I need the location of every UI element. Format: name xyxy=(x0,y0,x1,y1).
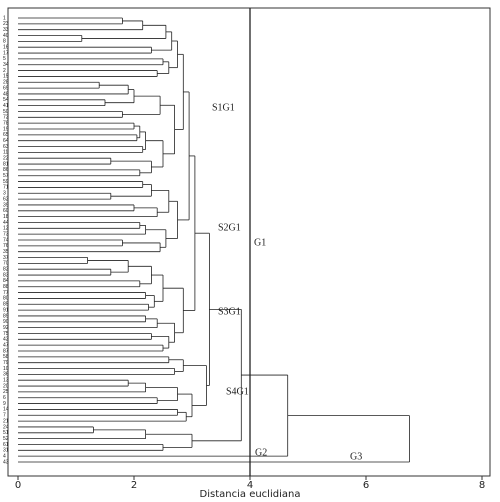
leaf-label: 62 xyxy=(3,196,9,202)
leaf-label: 70 xyxy=(3,261,9,267)
leaf-label: 11 xyxy=(3,150,8,156)
leaf-label: 87 xyxy=(3,348,9,354)
leaf-label: 21 xyxy=(3,418,9,424)
leaf-label: 58 xyxy=(3,354,9,360)
leaf-label: 51 xyxy=(3,430,9,436)
leaf-label: 31 xyxy=(3,448,9,454)
leaf-label: 22 xyxy=(3,156,9,162)
leaf-label: 34 xyxy=(3,62,9,68)
leaf-label: 7 xyxy=(3,413,6,419)
leaf-label: 72 xyxy=(3,115,9,121)
x-tick-label: 4 xyxy=(247,480,253,491)
leaf-label: 16 xyxy=(3,45,9,51)
x-tick-label: 0 xyxy=(15,480,21,491)
leaf-label: 80 xyxy=(3,296,9,302)
leaf-label: 50 xyxy=(3,109,9,115)
leaf-label: 92 xyxy=(3,325,9,331)
leaf-label: 42 xyxy=(3,337,9,343)
leaf-label: 64 xyxy=(3,138,9,144)
frame xyxy=(7,7,491,477)
leaf-label: 75 xyxy=(3,331,9,337)
leaf-label: 19 xyxy=(3,126,9,132)
leaf-label: 5 xyxy=(3,56,6,62)
leaf-label: 28 xyxy=(3,80,9,86)
leaf-label: 6 xyxy=(3,395,6,401)
leaf-label: 82 xyxy=(3,267,9,273)
leaf-label: 41 xyxy=(3,103,9,109)
group-label: G2 xyxy=(255,447,267,458)
leaf-label: 1 xyxy=(3,15,6,21)
leaf-label: 39 xyxy=(3,202,9,208)
leaf-label: 47 xyxy=(3,342,9,348)
x-axis-label: Distancia euclidiana xyxy=(200,489,301,500)
leaf-label: 4 xyxy=(3,453,6,459)
leaf-label: 23 xyxy=(3,21,9,27)
leaf-label: 33 xyxy=(3,27,9,33)
leaf-label: 69 xyxy=(3,85,9,91)
leaf-label: 12 xyxy=(3,226,9,232)
leaf-label: 84 xyxy=(3,278,9,284)
leaf-label: 89 xyxy=(3,313,9,319)
group-label: G3 xyxy=(350,451,362,462)
leaf-label: 63 xyxy=(3,144,9,150)
leaf-label: 3 xyxy=(3,191,6,197)
leaf-label: 57 xyxy=(3,173,9,179)
leaf-label: 59 xyxy=(3,179,9,185)
leaf-label: 20 xyxy=(3,383,9,389)
leaf-label: 36 xyxy=(3,372,9,378)
leaf-label: 15 xyxy=(3,74,9,80)
leaf-label: 44 xyxy=(3,220,9,226)
x-tick-label: 2 xyxy=(131,480,137,491)
leaf-label: 52 xyxy=(3,436,9,442)
leaf-label: 86 xyxy=(3,167,9,173)
leaf-label: 90 xyxy=(3,319,9,325)
group-label: S4G1 xyxy=(226,386,249,397)
leaf-label: 78 xyxy=(3,120,9,126)
leaf-label: 76 xyxy=(3,243,9,249)
group-label: S2G1 xyxy=(218,222,241,233)
leaf-label: 81 xyxy=(3,161,9,167)
leaf-label: 37 xyxy=(3,255,9,261)
leaf-label: 43 xyxy=(3,459,9,465)
leaf-label: 40 xyxy=(3,33,9,39)
leaf-label: 9 xyxy=(3,401,6,407)
leaf-label: 85 xyxy=(3,302,9,308)
leaf-label: 54 xyxy=(3,97,9,103)
leaf-label: 65 xyxy=(3,132,9,138)
leaf-label: 35 xyxy=(3,249,9,255)
leaf-label: 79 xyxy=(3,360,9,366)
group-label: S1G1 xyxy=(212,102,235,113)
leaf-label: 10 xyxy=(3,366,9,372)
leaf-label: 77 xyxy=(3,290,9,296)
leaf-label: 13 xyxy=(3,378,9,384)
leaf-label: 83 xyxy=(3,272,9,278)
leaf-label: 17 xyxy=(3,50,9,56)
leaf-label: 48 xyxy=(3,91,9,97)
leaf-label: 24 xyxy=(3,424,9,430)
leaf-label: 88 xyxy=(3,284,9,290)
leaf-label: 14 xyxy=(3,407,9,413)
leaf-label: 73 xyxy=(3,231,9,237)
group-label: G1 xyxy=(254,237,266,248)
leaf-label: 2 xyxy=(3,68,6,74)
leaf-label: 25 xyxy=(3,389,9,395)
leaf-label: 74 xyxy=(3,237,9,243)
leaf-label: 18 xyxy=(3,214,9,220)
leaf-label: 8 xyxy=(3,39,6,45)
x-tick-label: 8 xyxy=(479,480,485,491)
leaf-label: 61 xyxy=(3,442,9,448)
group-label: S3G1 xyxy=(218,306,241,317)
x-tick-label: 6 xyxy=(363,480,369,491)
leaf-label: 91 xyxy=(3,307,9,313)
leaf-label: 71 xyxy=(3,185,9,191)
leaf-label: 60 xyxy=(3,208,9,214)
